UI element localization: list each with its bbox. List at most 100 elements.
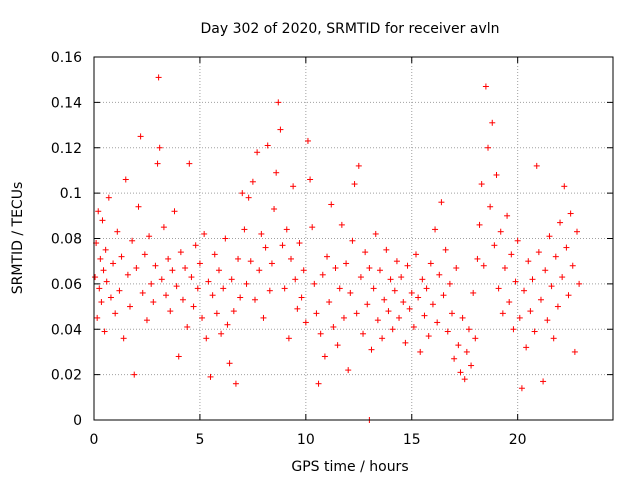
data-point [364,301,371,308]
data-point [550,335,557,342]
data-point [501,264,508,271]
data-point [476,221,483,228]
data-point [451,355,458,362]
data-point [215,267,222,274]
data-point [370,285,377,292]
data-point [442,246,449,253]
data-point [385,308,392,315]
data-point [357,274,364,281]
data-point [319,271,326,278]
data-point [487,203,494,210]
data-point [523,344,530,351]
data-point [277,126,284,133]
data-point [381,296,388,303]
data-point [249,178,256,185]
data-point [194,285,201,292]
chart-title: Day 302 of 2020, SRMTID for receiver avl… [200,21,499,37]
data-point [393,258,400,265]
data-point [499,310,506,317]
data-point [461,376,468,383]
data-point [326,299,333,306]
data-point [288,255,295,262]
data-point [118,253,125,260]
x-tick-label: 20 [509,432,527,448]
y-tick-label: 0.06 [51,277,82,293]
data-point [512,278,519,285]
data-point [518,385,525,392]
data-point [446,280,453,287]
data-point [163,292,170,299]
data-point [283,226,290,233]
data-point [366,264,373,271]
data-point [340,314,347,321]
data-point [332,264,339,271]
data-point [472,335,479,342]
data-point [338,221,345,228]
data-point [309,224,316,231]
y-tick-label: 0.1 [60,186,82,202]
data-point [353,310,360,317]
data-point [554,303,561,310]
data-point [141,251,148,258]
data-point [317,330,324,337]
axes: 0 0.02 0.04 0.06 0.08 0.1 0.12 0.14 0.16 0 5 10 15 20 [51,50,614,448]
data-point [569,262,576,269]
data-point [290,183,297,190]
data-point [152,262,159,269]
data-point [552,253,559,260]
data-point [156,144,163,151]
data-point [150,299,157,306]
data-point [171,208,178,215]
data-point [146,233,153,240]
data-point [324,253,331,260]
data-point [135,203,142,210]
data-point [423,285,430,292]
data-point [355,162,362,169]
data-point [192,242,199,249]
data-point [548,283,555,290]
data-point [571,348,578,355]
y-tick-label: 0.14 [51,95,82,111]
data-point [102,246,109,253]
data-point [379,335,386,342]
data-point [546,233,553,240]
data-point [120,335,127,342]
y-tick-label: 0.16 [51,50,82,66]
data-point [258,230,265,237]
data-point [516,314,523,321]
data-point [537,296,544,303]
data-point [334,342,341,349]
data-point [275,99,282,106]
data-point [239,190,246,197]
x-tick-label: 0 [90,432,99,448]
data-point [398,274,405,281]
grid-lines [94,57,613,420]
data-point [114,228,121,235]
data-point [133,264,140,271]
data-point [535,249,542,256]
data-point [243,280,250,287]
data-point [196,260,203,267]
data-point [336,285,343,292]
data-point [101,328,108,335]
data-point [315,380,322,387]
data-point [474,255,481,262]
data-point [567,210,574,217]
data-point [184,323,191,330]
data-point [408,289,415,296]
data-point [148,280,155,287]
data-point [264,142,271,149]
data-point [94,314,101,321]
data-point [302,319,309,326]
data-point [459,314,466,321]
data-point [438,199,445,206]
data-point [383,246,390,253]
data-point [173,283,180,290]
data-point [224,321,231,328]
data-point [143,317,150,324]
data-point [271,206,278,213]
data-point [404,262,411,269]
data-point [228,276,235,283]
data-point [421,312,428,319]
data-point [96,285,103,292]
